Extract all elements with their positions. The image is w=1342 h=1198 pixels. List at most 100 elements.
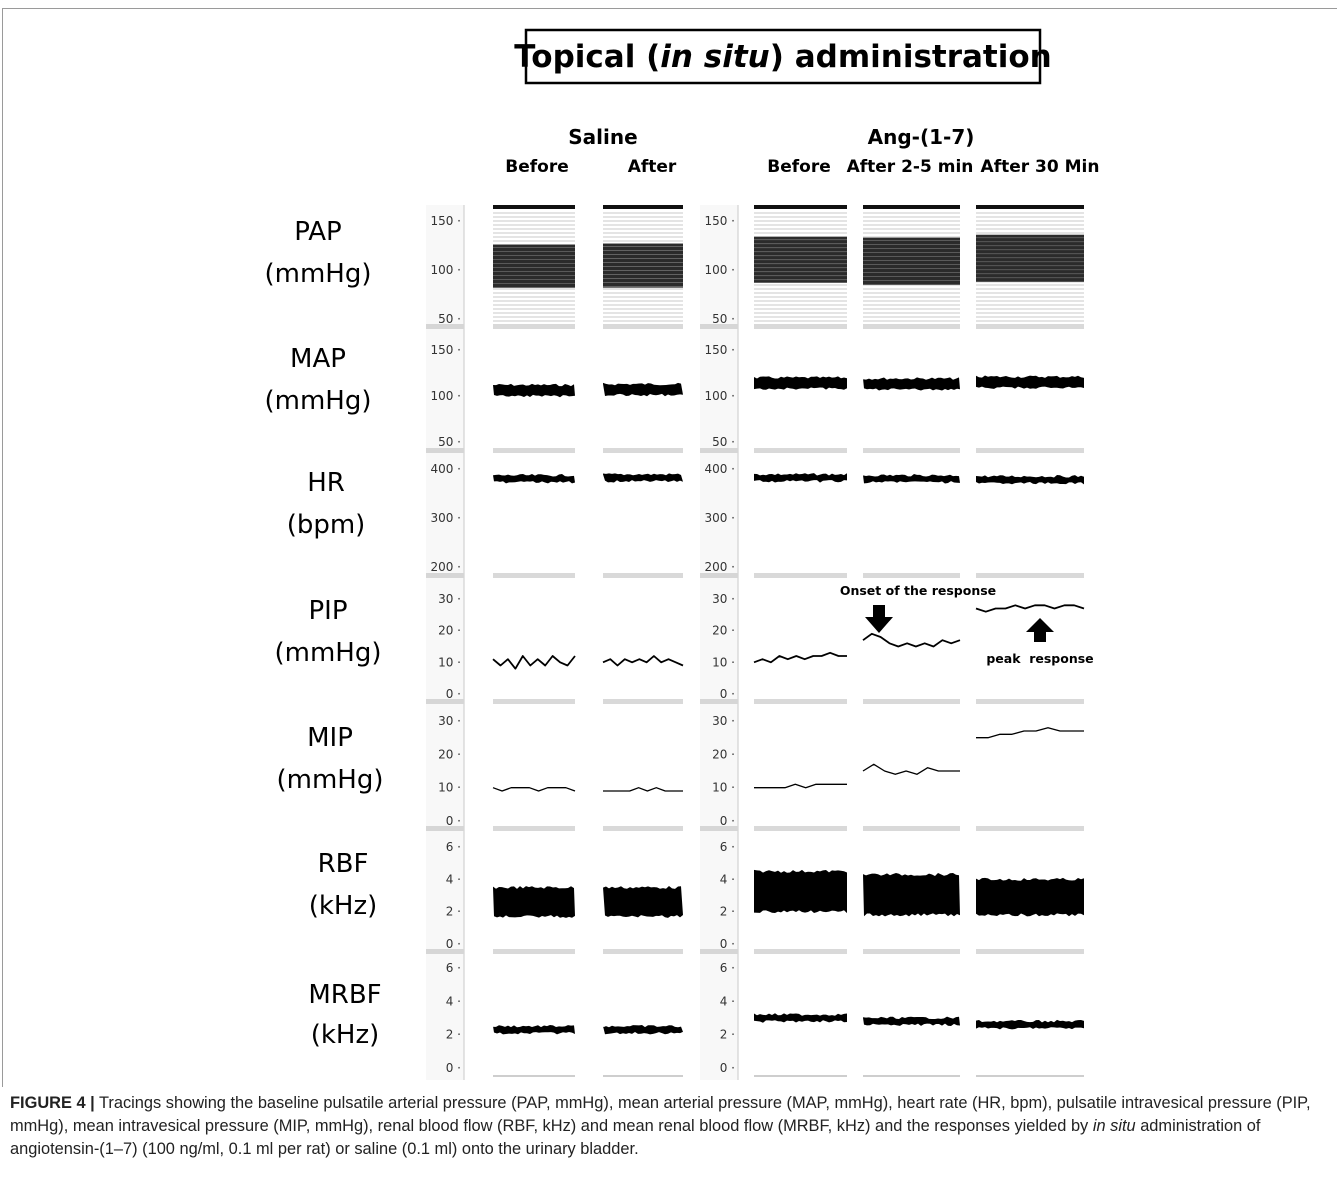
panel-baseline <box>754 448 847 453</box>
tick-label: 200 · <box>704 560 735 574</box>
axis-strip-right <box>700 205 738 1080</box>
rbf-band <box>976 877 1084 917</box>
trace-rbf-col-4 <box>863 872 960 954</box>
tick-label: 0 · <box>720 1061 735 1075</box>
row-unit-mrbf: (kHz) <box>311 1020 380 1050</box>
mean-trace <box>493 1024 575 1035</box>
trace-pip-col-4 <box>862 632 961 704</box>
trace-map-col-5 <box>976 375 1084 453</box>
figure-title: Topical (in situ) administration <box>514 39 1051 75</box>
pulsatile-trace <box>492 655 576 670</box>
column-label-ang-after-2-5: After 2-5 min <box>847 157 974 177</box>
panel-baseline <box>976 699 1084 704</box>
trace-map-col-1 <box>493 383 575 453</box>
tick-label: 30 · <box>438 592 461 606</box>
tick-label: 300 · <box>430 511 461 525</box>
tick-label: 2 · <box>446 1028 461 1042</box>
tick-label: 4 · <box>720 872 735 886</box>
trace-pap-col-5 <box>976 205 1084 329</box>
axis-row-separator <box>700 573 738 578</box>
trace-pip-col-1 <box>492 655 576 704</box>
panel-baseline <box>976 573 1084 578</box>
tick-label: 2 · <box>720 905 735 919</box>
tick-label: 0 · <box>446 687 461 701</box>
column-label-saline-after: After <box>628 157 677 177</box>
panel-baseline <box>754 826 847 831</box>
mean-trace <box>754 376 847 390</box>
axis-row-separator <box>426 699 464 704</box>
mean-trace <box>754 783 847 789</box>
tick-label: 6 · <box>720 840 735 854</box>
trace-mrbf-col-3 <box>754 1013 847 1077</box>
tick-label: 150 · <box>704 214 735 228</box>
axis-row-separator <box>700 699 738 704</box>
tick-label: 400 · <box>430 462 461 476</box>
caption-text-1: Tracings showing the baseline pulsatile … <box>10 1094 1311 1135</box>
pulsatile-trace <box>975 604 1085 613</box>
trace-pap-col-2 <box>603 205 683 329</box>
row-labels: PAP (mmHg) MAP (mmHg) HR (bpm) PIP (mmHg… <box>265 217 384 1050</box>
row-unit-pap: (mmHg) <box>265 259 372 289</box>
tick-label: 150 · <box>430 343 461 357</box>
tick-label: 4 · <box>446 994 461 1008</box>
mean-trace <box>754 473 847 483</box>
mean-trace <box>493 474 575 484</box>
panel-baseline <box>976 448 1084 453</box>
panel-baseline <box>603 573 683 578</box>
tick-label: 10 · <box>438 655 461 669</box>
tick-label: 0 · <box>446 1061 461 1075</box>
mean-trace <box>976 1019 1084 1030</box>
panel-baseline <box>863 826 960 831</box>
trace-mip-col-1 <box>492 787 576 831</box>
figure-frame <box>2 8 1337 1087</box>
column-label-saline-before: Before <box>505 157 568 177</box>
tick-label: 2 · <box>446 905 461 919</box>
panel-baseline <box>863 573 960 578</box>
axis-strip-left <box>426 205 464 1080</box>
tick-label: 10 · <box>712 781 735 795</box>
trace-hr-col-5 <box>976 475 1084 578</box>
trace-pip-col-3 <box>753 651 847 704</box>
panel-baseline <box>493 573 575 578</box>
trace-mrbf-col-2 <box>603 1025 683 1077</box>
tick-label: 0 · <box>446 814 461 828</box>
axis-row-separator <box>426 448 464 453</box>
panel-baseline <box>754 949 847 954</box>
trace-hr-col-1 <box>493 474 575 578</box>
mean-trace <box>603 473 683 483</box>
onset-arrow-icon <box>865 605 893 633</box>
tick-label: 10 · <box>438 781 461 795</box>
trace-mrbf-col-1 <box>493 1024 575 1077</box>
panel-baseline <box>754 699 847 704</box>
caption-text-2: administration of angiotensin-(1–7) (100… <box>10 1117 1261 1158</box>
pulsatile-trace <box>602 655 684 667</box>
mean-trace <box>862 763 960 775</box>
mean-trace <box>754 1013 847 1023</box>
trace-map-col-4 <box>863 377 960 453</box>
tick-label: 100 · <box>430 263 461 277</box>
panel-baseline <box>493 324 575 329</box>
tick-label: 50 · <box>712 312 735 326</box>
tick-label: 20 · <box>438 624 461 638</box>
row-label-hr: HR <box>307 468 345 498</box>
annotation-onset: Onset of the response <box>840 583 996 598</box>
pulsatile-trace <box>862 632 961 648</box>
panel-baseline <box>493 699 575 704</box>
row-label-pip: PIP <box>308 596 347 626</box>
trace-mrbf-col-5 <box>976 1019 1084 1077</box>
tick-label: 50 · <box>438 435 461 449</box>
tick-label: 30 · <box>438 714 461 728</box>
trace-pap-col-3 <box>754 205 847 329</box>
panel-baseline <box>603 826 683 831</box>
row-label-pap: PAP <box>294 217 341 247</box>
panel-baseline <box>863 949 960 954</box>
tick-label: 10 · <box>712 655 735 669</box>
trace-mip-col-2 <box>603 787 683 831</box>
axis-row-separator <box>426 949 464 954</box>
tick-label: 100 · <box>704 263 735 277</box>
rbf-band <box>863 872 960 917</box>
panel-baseline <box>863 699 960 704</box>
tick-label: 100 · <box>704 389 735 403</box>
caption-text-italic: in situ <box>1092 1117 1136 1135</box>
